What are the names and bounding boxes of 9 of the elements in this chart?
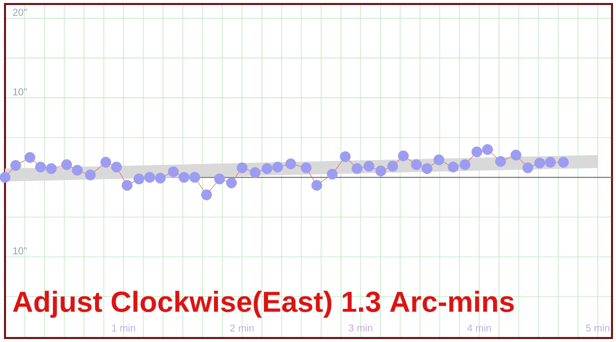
text: Adjust Clockwise(East) 1.3 Arc-mins xyxy=(12,290,514,318)
x-tick-label: 3 min xyxy=(348,324,372,332)
x-tick-label: 4 min xyxy=(467,324,491,332)
x-tick-label: 5 min xyxy=(586,324,610,332)
y-tick-label: 10" xyxy=(13,247,27,254)
y-tick-label: 20" xyxy=(13,8,27,16)
x-tick-label: 2 min xyxy=(230,324,254,332)
y-tick-label: 10" xyxy=(13,88,27,96)
x-tick-label: 1 min xyxy=(112,324,136,332)
